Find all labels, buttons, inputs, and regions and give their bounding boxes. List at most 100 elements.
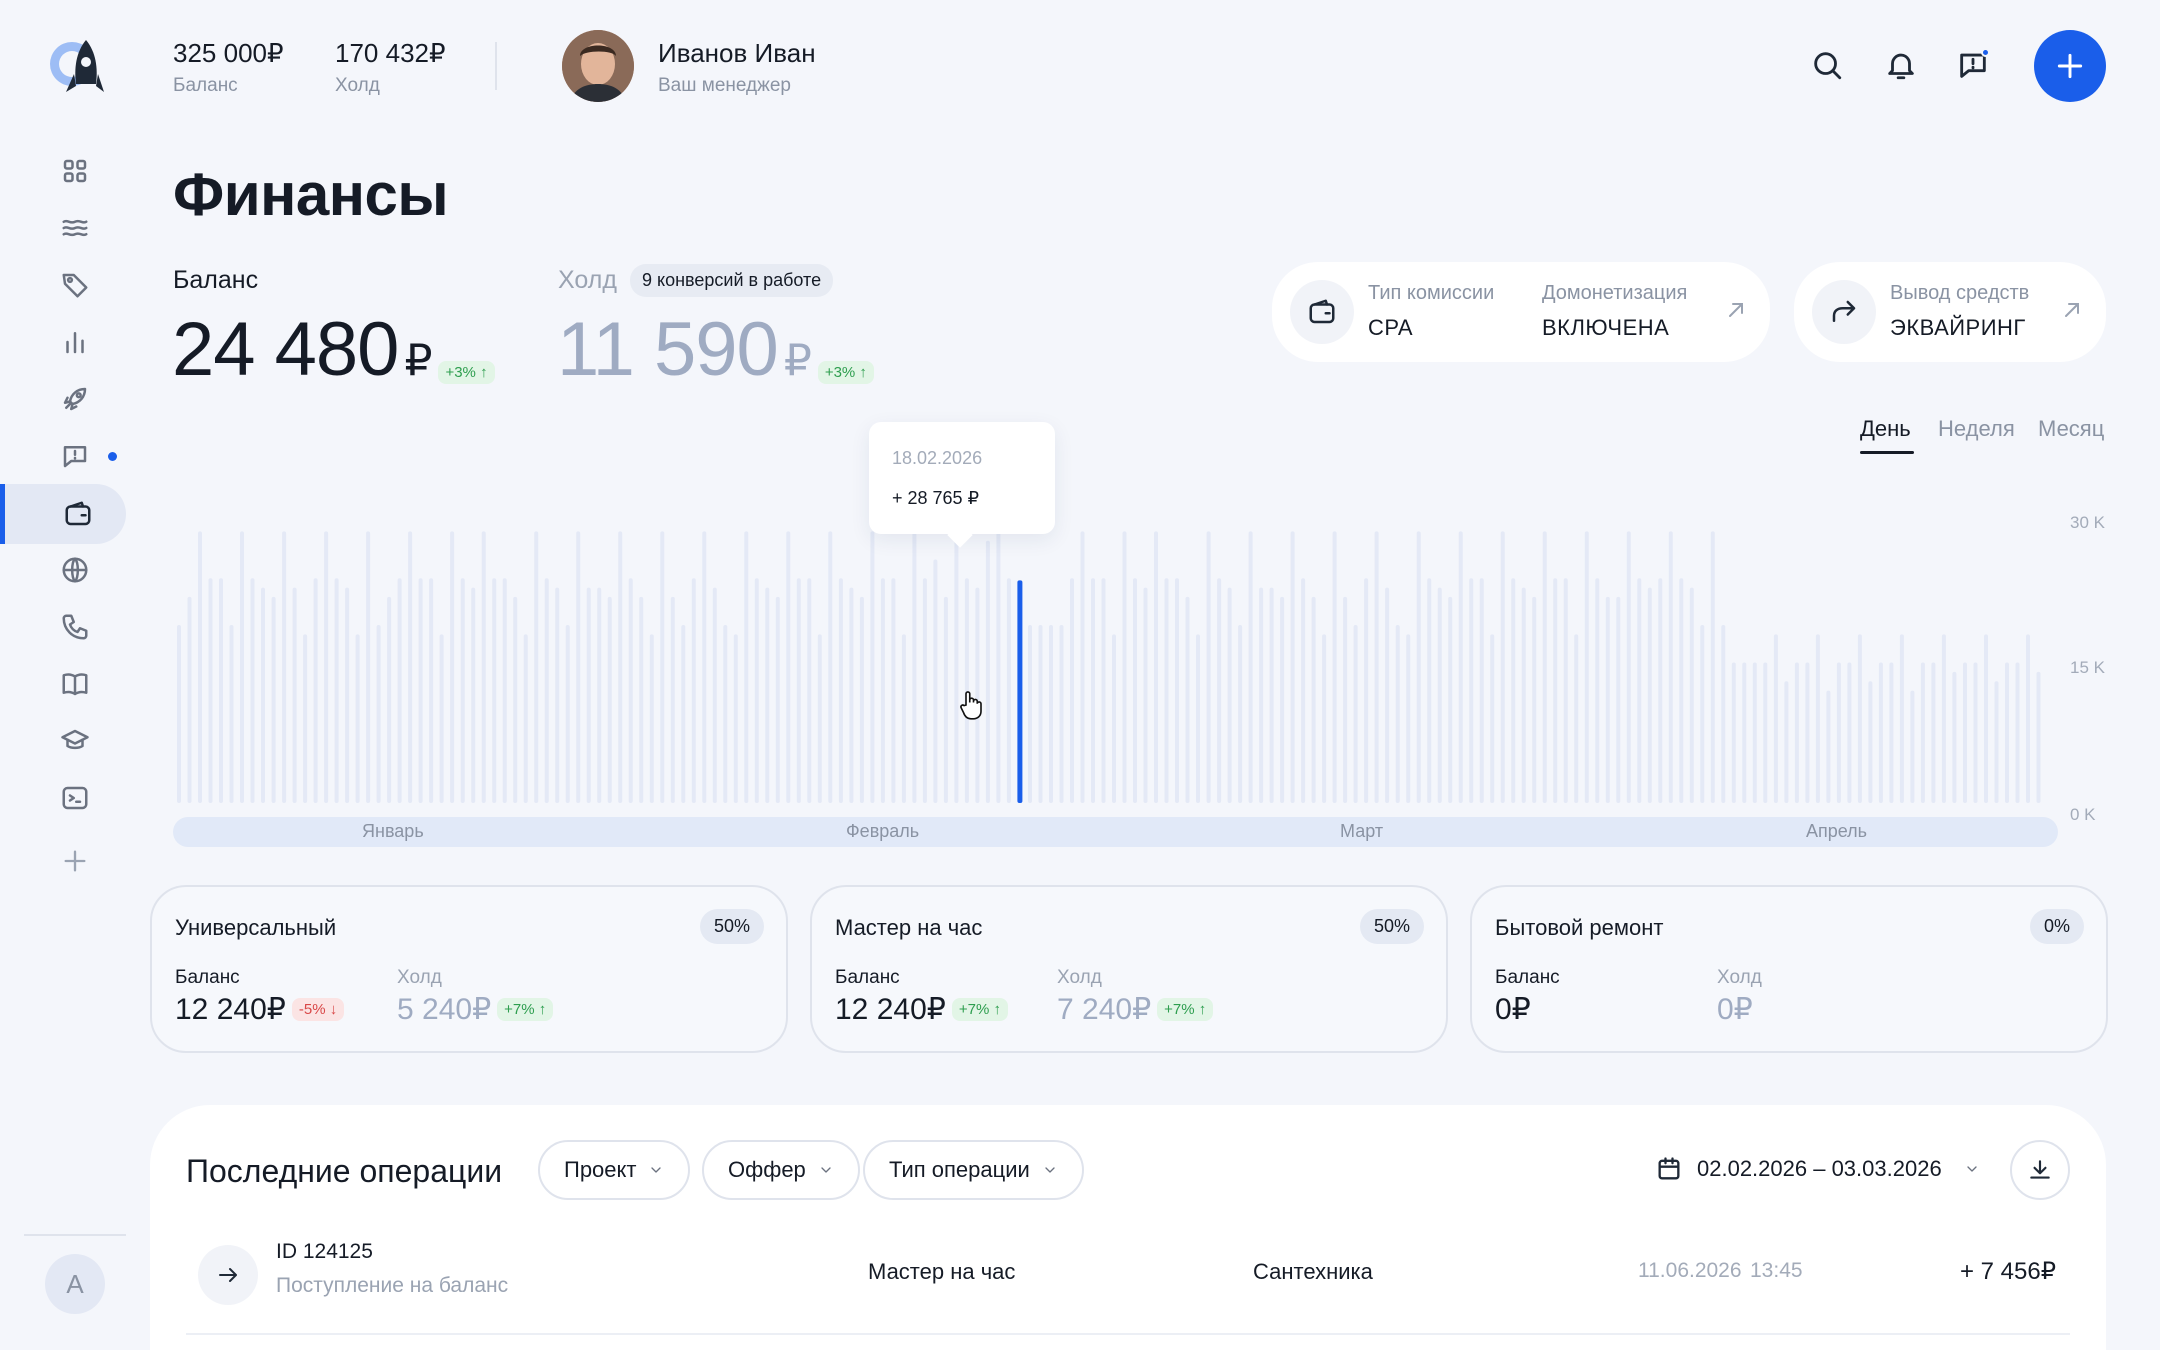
chart-bar[interactable]: [1385, 587, 1390, 803]
streams-icon[interactable]: [45, 198, 105, 258]
chart-bar[interactable]: [1637, 578, 1642, 803]
chart-bar[interactable]: [366, 531, 371, 803]
chart-bar[interactable]: [1963, 662, 1967, 804]
chart-bar[interactable]: [975, 587, 980, 803]
commission-card[interactable]: Тип комиссии CPA Домонетизация ВКЛЮЧЕНА: [1272, 262, 1770, 362]
tag-icon[interactable]: [45, 255, 105, 315]
chart-bar[interactable]: [1028, 625, 1032, 803]
chart-bar[interactable]: [1784, 681, 1789, 803]
chart-bar[interactable]: [1490, 634, 1495, 803]
chart-bar[interactable]: [1500, 531, 1505, 803]
chart-bar[interactable]: [1238, 625, 1243, 803]
chart-bar[interactable]: [901, 634, 906, 803]
chart-bar[interactable]: [282, 531, 287, 803]
chart-bar[interactable]: [670, 596, 675, 803]
chart-bar[interactable]: [565, 625, 570, 803]
chart-bar[interactable]: [1290, 531, 1295, 803]
chart-bar[interactable]: [177, 625, 181, 803]
chart-bar[interactable]: [1847, 662, 1852, 804]
chart-bar[interactable]: [544, 578, 549, 803]
chart-bar[interactable]: [1952, 671, 1957, 803]
chart-bar[interactable]: [796, 578, 801, 803]
chart-bar[interactable]: [2015, 662, 2020, 804]
plus-icon[interactable]: [45, 831, 105, 891]
chart-bar[interactable]: [271, 596, 276, 803]
chart-bar[interactable]: [912, 531, 917, 803]
chart-bar[interactable]: [1584, 531, 1589, 803]
chart-bar[interactable]: [1280, 596, 1285, 803]
chart-bar[interactable]: [1542, 531, 1547, 803]
chart-bar[interactable]: [1154, 531, 1158, 803]
tab-month[interactable]: Месяц: [2038, 416, 2105, 441]
chart-bar[interactable]: [1563, 578, 1568, 803]
chart-bar[interactable]: [2036, 671, 2041, 803]
chart-bar[interactable]: [429, 578, 434, 803]
chart-bar[interactable]: [523, 634, 528, 803]
chart-bar[interactable]: [618, 531, 623, 803]
chart-bar[interactable]: [1647, 587, 1652, 803]
chart-bar[interactable]: [597, 587, 602, 803]
chart-bar[interactable]: [628, 578, 633, 803]
chart-bar[interactable]: [1311, 596, 1316, 803]
chart-bar[interactable]: [1941, 634, 1946, 803]
chart-bar[interactable]: [1878, 662, 1883, 804]
chart-bar[interactable]: [1679, 578, 1684, 803]
chart-bar[interactable]: [1984, 634, 1988, 803]
chart-bar[interactable]: [1773, 634, 1778, 803]
chart-bar[interactable]: [1521, 587, 1526, 803]
chart-bar[interactable]: [1931, 662, 1936, 804]
download-button[interactable]: [2010, 1140, 2070, 1200]
chart-bar[interactable]: [208, 578, 213, 803]
chart-bar[interactable]: [324, 531, 329, 803]
chart-bar[interactable]: [240, 531, 244, 803]
x-axis-scroller[interactable]: [173, 817, 2058, 847]
chart-bar[interactable]: [1794, 662, 1799, 804]
chart-bar[interactable]: [198, 531, 202, 803]
chart-bar[interactable]: [1553, 578, 1558, 803]
chart-bar[interactable]: [943, 596, 948, 803]
chart-bar[interactable]: [1668, 531, 1673, 803]
chart-bar[interactable]: [807, 578, 812, 803]
tab-week[interactable]: Неделя: [1938, 416, 2015, 441]
chart-bar[interactable]: [691, 578, 696, 803]
chart-bar[interactable]: [1437, 587, 1442, 803]
chart-bar[interactable]: [964, 578, 969, 803]
manager-avatar[interactable]: [562, 30, 634, 102]
chart-bar[interactable]: [817, 634, 822, 803]
chart-bar[interactable]: [954, 531, 959, 803]
chart-bar[interactable]: [660, 531, 665, 803]
chart-bar[interactable]: [1227, 587, 1232, 803]
chart-bar[interactable]: [1616, 596, 1621, 803]
operation-row[interactable]: ID 124125 Поступление на баланс Мастер н…: [150, 1240, 2106, 1335]
chart-bar[interactable]: [1416, 531, 1421, 803]
chart-bar[interactable]: [1112, 634, 1116, 803]
chart-bar[interactable]: [187, 596, 192, 803]
chart-bar[interactable]: [922, 578, 927, 803]
chart-bar[interactable]: [450, 531, 455, 803]
globe-icon[interactable]: [45, 540, 105, 600]
project-card-universal[interactable]: Универсальный 50% Баланс 12 240₽ -5% ↓ Хо…: [150, 885, 788, 1053]
chart-bar[interactable]: [492, 578, 497, 803]
chart-bar[interactable]: [292, 587, 297, 803]
chart-bar[interactable]: [576, 531, 581, 803]
chart-bar[interactable]: [502, 578, 507, 803]
chart-bar[interactable]: [880, 578, 885, 803]
chart-bar[interactable]: [1080, 531, 1085, 803]
chart-bar[interactable]: [681, 625, 686, 803]
chart-bar[interactable]: [1763, 662, 1768, 804]
chart-bar[interactable]: [1091, 578, 1095, 803]
chart-bar[interactable]: [1143, 587, 1148, 803]
chart-bar[interactable]: [786, 531, 791, 803]
filter-project[interactable]: Проект: [538, 1140, 691, 1200]
chart-bar[interactable]: [1742, 662, 1747, 804]
chart-bar[interactable]: [2026, 634, 2030, 803]
chart-bar[interactable]: [1700, 625, 1705, 803]
chart-bar[interactable]: [1910, 690, 1915, 803]
book-icon[interactable]: [45, 654, 105, 714]
user-avatar[interactable]: А: [45, 1254, 105, 1314]
chart-bar[interactable]: [1070, 578, 1074, 803]
chart-bar[interactable]: [1322, 634, 1327, 803]
withdraw-card[interactable]: Вывод средств ЭКВАЙРИНГ: [1794, 262, 2106, 362]
chart-bar[interactable]: [870, 531, 875, 803]
chart-bar[interactable]: [313, 578, 318, 803]
